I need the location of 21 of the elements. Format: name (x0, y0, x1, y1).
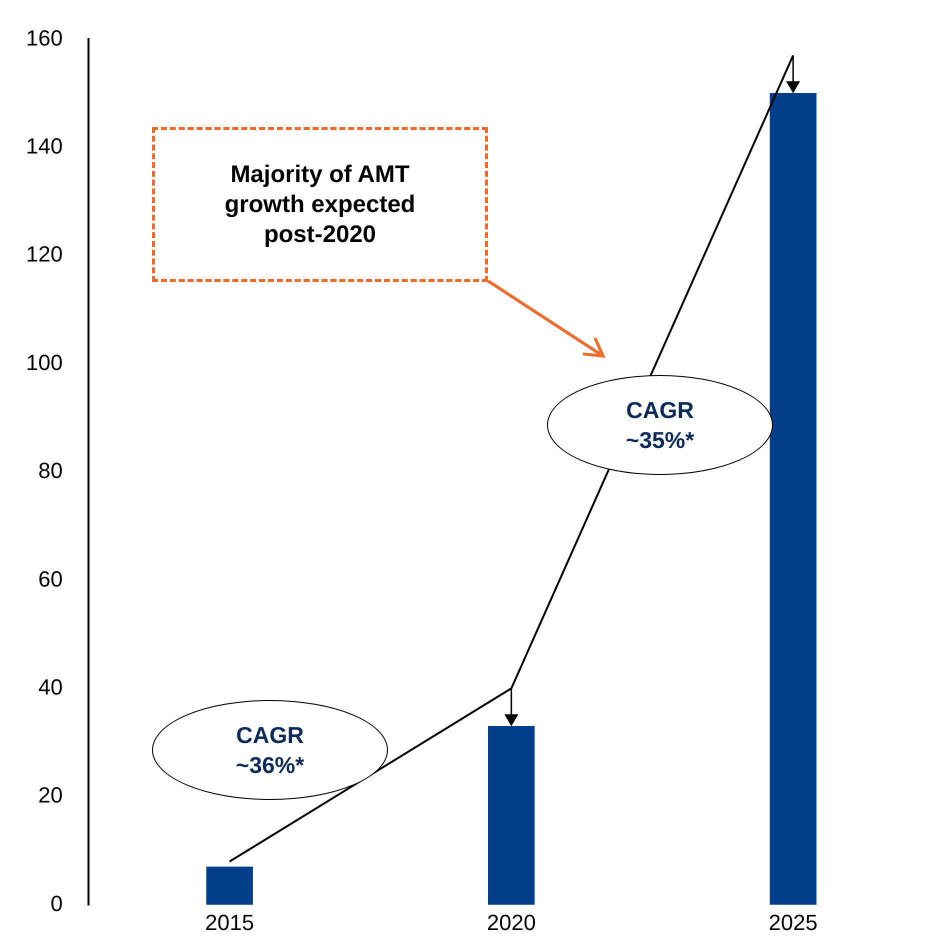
y-tick-label: 60 (38, 566, 63, 592)
y-tick-label: 160 (26, 25, 63, 50)
y-tick-label: 40 (38, 674, 63, 700)
ellipse-callout: CAGR ~36%* (152, 700, 388, 800)
dashed-callout-box: Majority of AMT growth expected post-2020 (152, 127, 488, 282)
y-tick-label: 0 (50, 890, 63, 916)
y-tick-label: 20 (38, 782, 63, 808)
x-tick-label: 2020 (486, 910, 536, 936)
y-tick-label: 80 (38, 458, 63, 484)
annotation: Majority of AMT growth expected post-2020 (224, 160, 416, 250)
bar (206, 866, 253, 905)
ellipse-callout: CAGR ~35%* (547, 375, 773, 475)
x-tick-label: 2025 (768, 910, 818, 936)
annotation: CAGR ~35%* (624, 396, 696, 455)
y-tick-label: 100 (26, 350, 63, 375)
y-tick-label: 120 (26, 242, 63, 267)
x-tick-label: 2015 (205, 910, 254, 936)
y-tick-label: 140 (26, 133, 63, 158)
bar (770, 92, 816, 905)
bar (488, 726, 535, 905)
annotation: CAGR ~36%* (234, 721, 306, 780)
